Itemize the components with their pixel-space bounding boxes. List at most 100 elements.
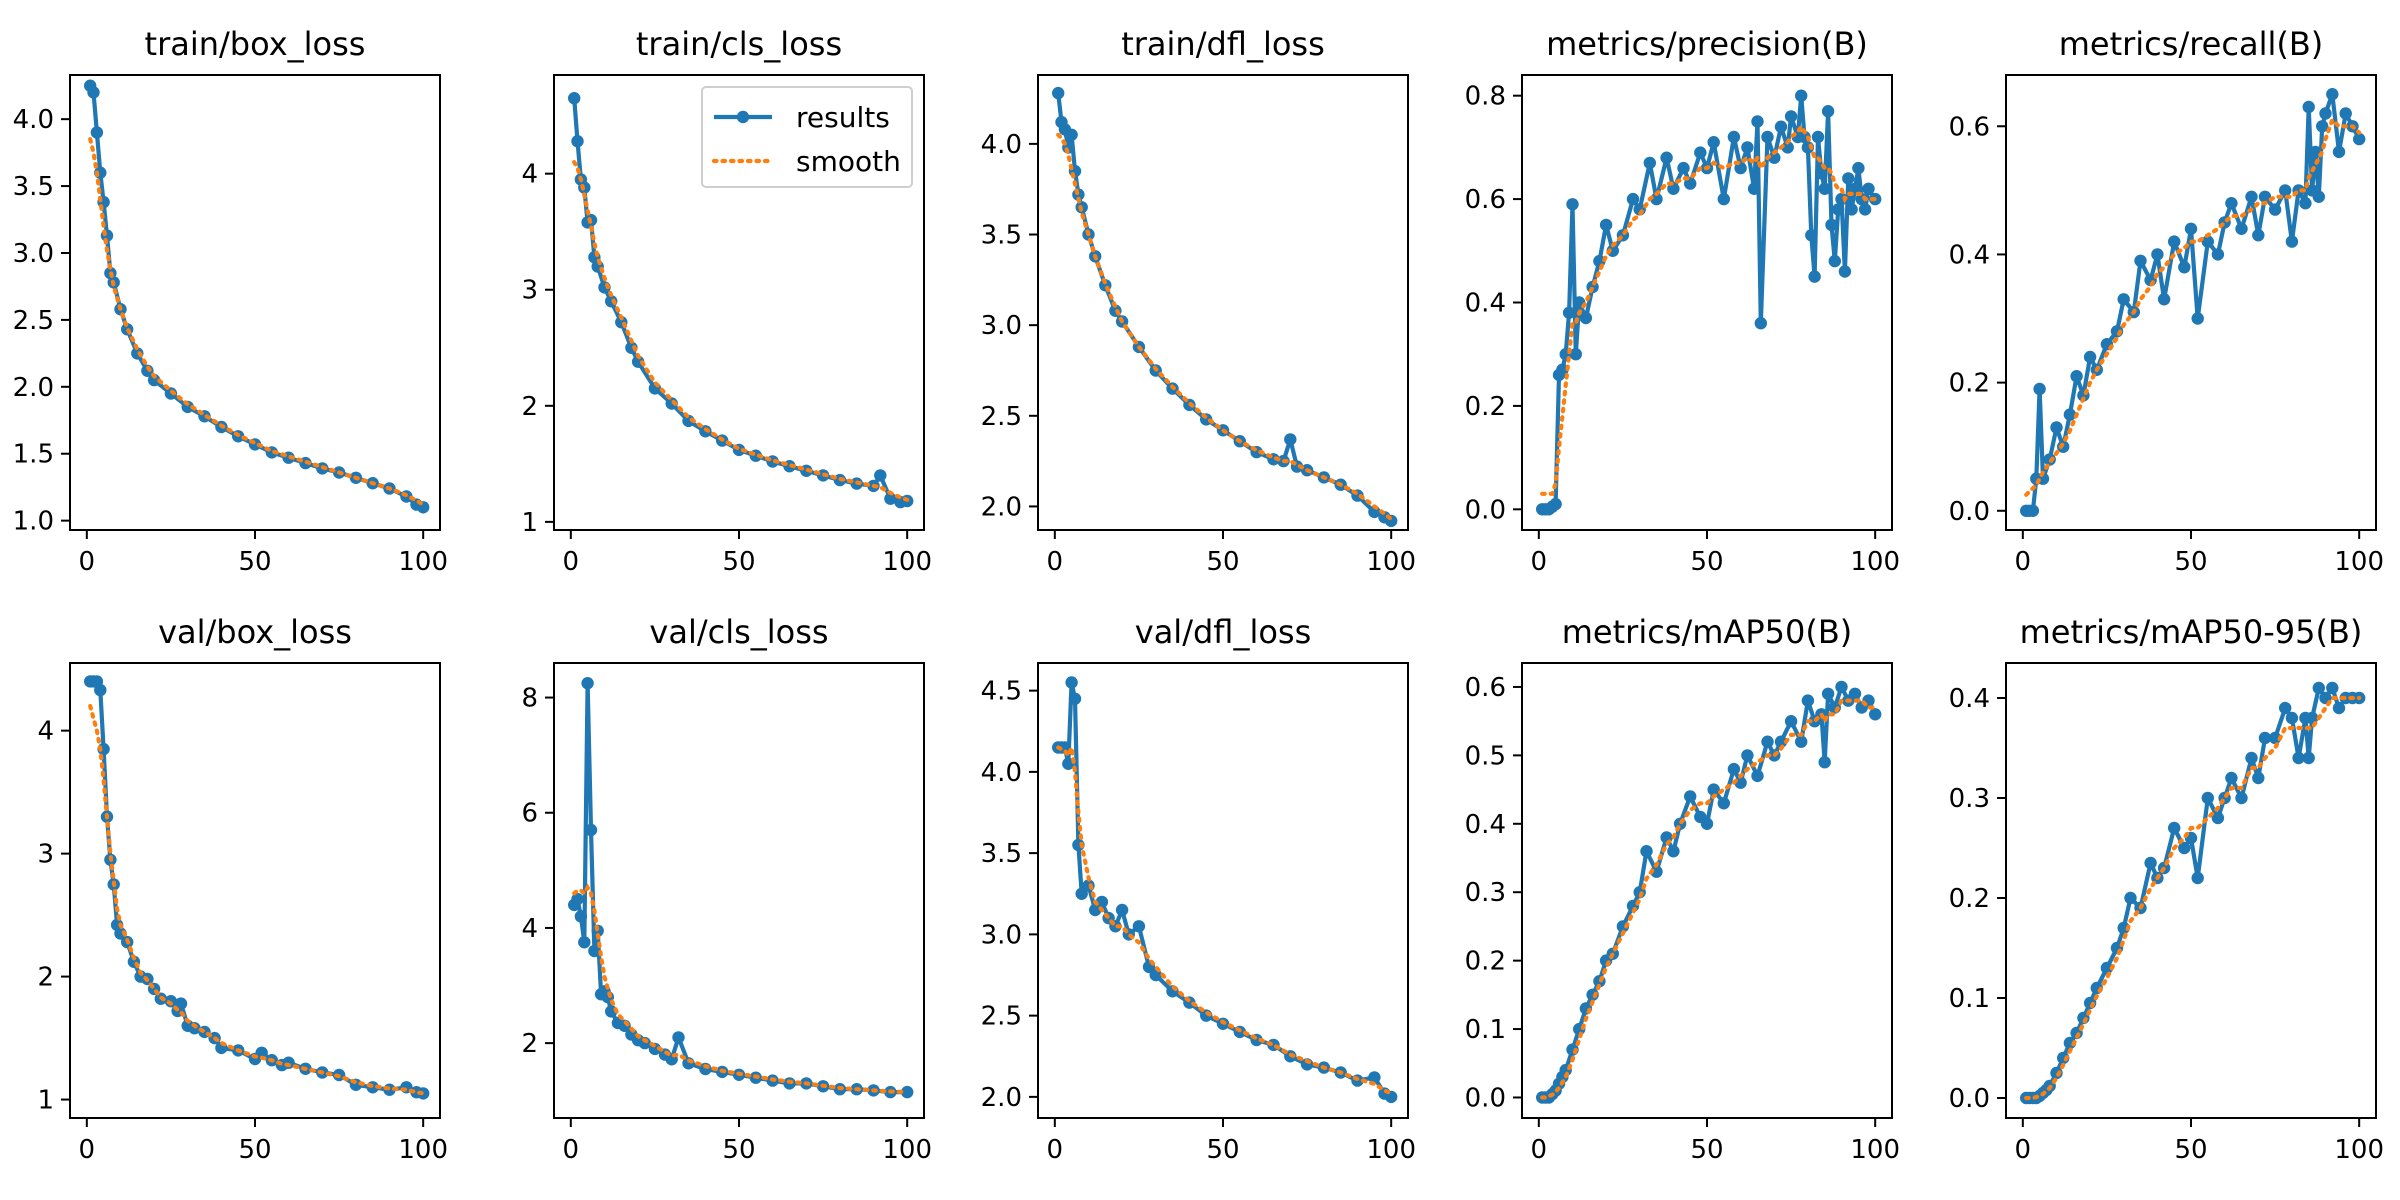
axes-frame: [69, 74, 441, 531]
results-point: [94, 683, 107, 697]
x-tick-label: 0: [2015, 1135, 2032, 1165]
results-point: [2201, 791, 2214, 805]
subplot-title: val/box_loss: [158, 613, 352, 651]
y-tick-label: 4.0: [981, 130, 1022, 160]
results-point: [1825, 218, 1838, 232]
subplot-title: train/box_loss: [145, 25, 366, 63]
results-point: [2285, 235, 2299, 248]
results-point: [1751, 115, 1764, 128]
results-point: [2168, 821, 2181, 835]
results-point: [1751, 769, 1764, 783]
y-tick-label: 1.5: [13, 440, 54, 470]
x-tick-label: 0: [2015, 547, 2032, 577]
results-point: [884, 492, 897, 505]
results-point: [1717, 797, 1731, 810]
results-point: [2299, 197, 2312, 210]
x-tick-label: 0: [1047, 547, 1064, 577]
results-point: [574, 910, 588, 923]
subplot-9: metrics/mAP50-95(B) 0 50 100 0.0 0.1 0.2 0.3 0.4: [1949, 613, 2384, 1165]
results-point: [2211, 811, 2225, 825]
results-point: [578, 936, 591, 949]
results-point: [588, 944, 601, 958]
results-point: [2117, 293, 2130, 306]
y-tick-label: 0.1: [1949, 984, 1990, 1014]
results-point: [2178, 261, 2191, 274]
legend: results smooth: [701, 86, 913, 188]
results-point: [2070, 370, 2083, 383]
y-tick-label: 2: [521, 1029, 538, 1059]
results-point: [2151, 248, 2164, 261]
results-point: [2235, 222, 2248, 235]
plot-area: [568, 92, 914, 509]
results-point: [255, 1046, 268, 1060]
smooth-line: [1540, 698, 1878, 1100]
results-point: [1761, 735, 1774, 748]
y-tick-label: 2.0: [981, 1083, 1022, 1113]
results-point: [874, 469, 887, 482]
results-point: [1818, 756, 1831, 769]
results-point: [2258, 190, 2272, 203]
y-tick-label: 3: [37, 840, 54, 870]
results-point: [1869, 708, 1882, 721]
results-point: [2332, 701, 2346, 715]
results-point: [2063, 408, 2077, 421]
results-point: [1784, 110, 1798, 123]
y-tick-label: 2.0: [981, 492, 1022, 522]
results-point: [2319, 107, 2332, 120]
results-point: [1065, 128, 1078, 141]
x-tick-label: 100: [1366, 547, 1416, 577]
x-tick-label: 100: [2334, 547, 2384, 577]
results-point: [1058, 741, 1072, 754]
subplot-title: metrics/precision(B): [1546, 25, 1868, 63]
results-point: [2252, 229, 2265, 242]
y-tick-label: 1: [37, 1086, 54, 1116]
y-tick-label: 0.6: [1465, 673, 1506, 703]
results-point: [2326, 681, 2339, 695]
y-tick-label: 0.0: [1465, 495, 1506, 525]
y-tick-label: 3.0: [981, 920, 1022, 950]
subplot-2: train/dfl_loss 0 50 100 2.0 2.5 3.0 3.5 4.0: [981, 25, 1416, 577]
x-tick-label: 50: [722, 1135, 755, 1165]
y-tick-label: 0.4: [1465, 289, 1506, 319]
results-point: [2191, 312, 2204, 325]
results-point: [1677, 161, 1690, 175]
results-point: [2178, 841, 2191, 855]
subplot-0: train/box_loss 0 50 100 1.0 1.5 2.0 2.5 3.0 3.5 4.…: [13, 25, 448, 577]
y-tick-label: 0.0: [1949, 497, 1990, 527]
smooth-line: [1056, 739, 1394, 1096]
results-point: [1842, 172, 1855, 185]
y-tick-label: 3: [521, 276, 538, 306]
results-point: [1805, 229, 1818, 242]
results-point: [1556, 363, 1569, 376]
subplot-7: val/dfl_loss 0 50 100 2.0 2.5 3.0 3.5 4.0 4.5: [981, 613, 1416, 1165]
x-tick-label: 0: [79, 1135, 96, 1165]
axes-frame: [1037, 74, 1409, 531]
results-point: [1747, 182, 1761, 195]
results-point: [1815, 167, 1828, 180]
results-point: [2252, 771, 2265, 785]
smooth-line: [572, 883, 910, 1095]
results-point: [90, 126, 104, 139]
x-tick-label: 50: [1206, 1135, 1239, 1165]
results-point: [1858, 203, 1872, 216]
y-tick-label: 2: [37, 963, 54, 993]
results-point: [1808, 270, 1821, 283]
results-point: [2184, 222, 2198, 235]
results-point: [147, 373, 161, 387]
y-tick-label: 3.5: [981, 839, 1022, 869]
results-point: [1667, 845, 1680, 858]
results-point: [2268, 203, 2282, 216]
y-tick-label: 0.8: [1465, 82, 1506, 112]
y-tick-label: 0.2: [1465, 947, 1506, 977]
results-point: [2201, 235, 2214, 248]
results-line: [1058, 680, 1393, 1099]
results-point: [1549, 497, 1562, 511]
results-point: [1068, 692, 1082, 705]
results-point: [901, 1085, 914, 1099]
plot-area: [2020, 681, 2366, 1105]
y-tick-label: 2.5: [981, 402, 1022, 432]
results-point: [2134, 254, 2147, 267]
legend-results-marker: [736, 110, 750, 124]
results-point: [1818, 182, 1831, 195]
results-point: [1065, 676, 1078, 689]
